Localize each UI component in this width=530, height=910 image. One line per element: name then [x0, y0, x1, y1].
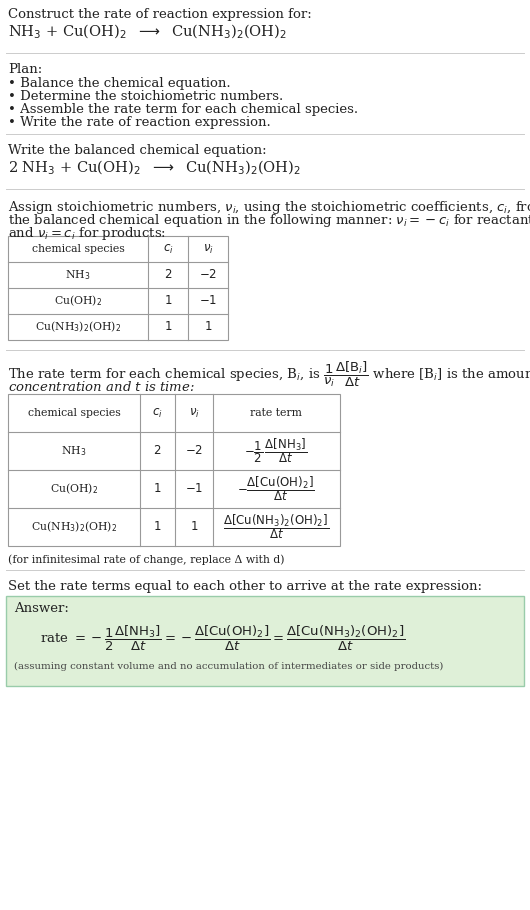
- Text: The rate term for each chemical species, B$_i$, is $\dfrac{1}{\nu_i}\dfrac{\Delt: The rate term for each chemical species,…: [8, 360, 530, 389]
- Text: 2: 2: [153, 444, 161, 458]
- Text: and $\nu_i = c_i$ for products:: and $\nu_i = c_i$ for products:: [8, 225, 166, 242]
- Text: $\dfrac{\Delta[\mathrm{Cu(NH_3)_2(OH)_2}]}{\Delta t}$: $\dfrac{\Delta[\mathrm{Cu(NH_3)_2(OH)_2}…: [223, 512, 329, 541]
- Text: NH$_3$: NH$_3$: [65, 268, 91, 282]
- Text: concentration and $t$ is time:: concentration and $t$ is time:: [8, 380, 195, 394]
- Text: • Determine the stoichiometric numbers.: • Determine the stoichiometric numbers.: [8, 90, 283, 103]
- Text: $-1$: $-1$: [185, 482, 203, 496]
- Text: Cu(OH)$_2$: Cu(OH)$_2$: [50, 481, 98, 496]
- Text: Write the balanced chemical equation:: Write the balanced chemical equation:: [8, 144, 267, 157]
- Text: $-\dfrac{\Delta[\mathrm{Cu(OH)_2}]}{\Delta t}$: $-\dfrac{\Delta[\mathrm{Cu(OH)_2}]}{\Del…: [237, 475, 315, 503]
- Text: • Assemble the rate term for each chemical species.: • Assemble the rate term for each chemic…: [8, 103, 358, 116]
- Text: $\nu_i$: $\nu_i$: [189, 407, 199, 420]
- Bar: [8, 394, 340, 546]
- Text: 1: 1: [164, 295, 172, 308]
- Text: Cu(NH$_3$)$_2$(OH)$_2$: Cu(NH$_3$)$_2$(OH)$_2$: [31, 520, 117, 534]
- Text: Plan:: Plan:: [8, 63, 42, 76]
- Text: Cu(NH$_3$)$_2$(OH)$_2$: Cu(NH$_3$)$_2$(OH)$_2$: [35, 319, 121, 334]
- Text: 1: 1: [204, 320, 212, 333]
- Text: Set the rate terms equal to each other to arrive at the rate expression:: Set the rate terms equal to each other t…: [8, 580, 482, 593]
- Text: $-\dfrac{1}{2}\,\dfrac{\Delta[\mathrm{NH_3}]}{\Delta t}$: $-\dfrac{1}{2}\,\dfrac{\Delta[\mathrm{NH…: [244, 437, 307, 465]
- Text: Answer:: Answer:: [14, 602, 69, 615]
- Text: NH$_3$: NH$_3$: [61, 444, 87, 458]
- Text: Construct the rate of reaction expression for:: Construct the rate of reaction expressio…: [8, 8, 312, 21]
- Text: • Balance the chemical equation.: • Balance the chemical equation.: [8, 77, 231, 90]
- Text: the balanced chemical equation in the following manner: $\nu_i = -c_i$ for react: the balanced chemical equation in the fo…: [8, 212, 530, 229]
- Text: 1: 1: [153, 521, 161, 533]
- Text: $c_i$: $c_i$: [163, 242, 173, 256]
- Bar: [8, 236, 228, 340]
- Text: 1: 1: [164, 320, 172, 333]
- Text: 2: 2: [164, 268, 172, 281]
- Text: (assuming constant volume and no accumulation of intermediates or side products): (assuming constant volume and no accumul…: [14, 662, 444, 672]
- Text: $-1$: $-1$: [199, 295, 217, 308]
- FancyBboxPatch shape: [6, 596, 524, 686]
- Text: $-2$: $-2$: [185, 444, 203, 458]
- Text: NH$_3$ + Cu(OH)$_2$  $\longrightarrow$  Cu(NH$_3$)$_2$(OH)$_2$: NH$_3$ + Cu(OH)$_2$ $\longrightarrow$ Cu…: [8, 23, 287, 41]
- Text: 1: 1: [153, 482, 161, 496]
- Text: • Write the rate of reaction expression.: • Write the rate of reaction expression.: [8, 116, 271, 129]
- Text: Assign stoichiometric numbers, $\nu_i$, using the stoichiometric coefficients, $: Assign stoichiometric numbers, $\nu_i$, …: [8, 199, 530, 216]
- Text: $\nu_i$: $\nu_i$: [202, 242, 214, 256]
- Text: $-2$: $-2$: [199, 268, 217, 281]
- Text: Cu(OH)$_2$: Cu(OH)$_2$: [54, 294, 102, 308]
- Text: chemical species: chemical species: [28, 408, 120, 418]
- Text: 2 NH$_3$ + Cu(OH)$_2$  $\longrightarrow$  Cu(NH$_3$)$_2$(OH)$_2$: 2 NH$_3$ + Cu(OH)$_2$ $\longrightarrow$ …: [8, 159, 301, 177]
- Text: 1: 1: [190, 521, 198, 533]
- Text: rate $= -\dfrac{1}{2}\dfrac{\Delta[\mathrm{NH_3}]}{\Delta t} = -\dfrac{\Delta[\m: rate $= -\dfrac{1}{2}\dfrac{\Delta[\math…: [40, 624, 405, 653]
- Text: chemical species: chemical species: [32, 244, 125, 254]
- Text: (for infinitesimal rate of change, replace Δ with d): (for infinitesimal rate of change, repla…: [8, 554, 285, 564]
- Text: $c_i$: $c_i$: [152, 407, 162, 420]
- Text: rate term: rate term: [250, 408, 302, 418]
